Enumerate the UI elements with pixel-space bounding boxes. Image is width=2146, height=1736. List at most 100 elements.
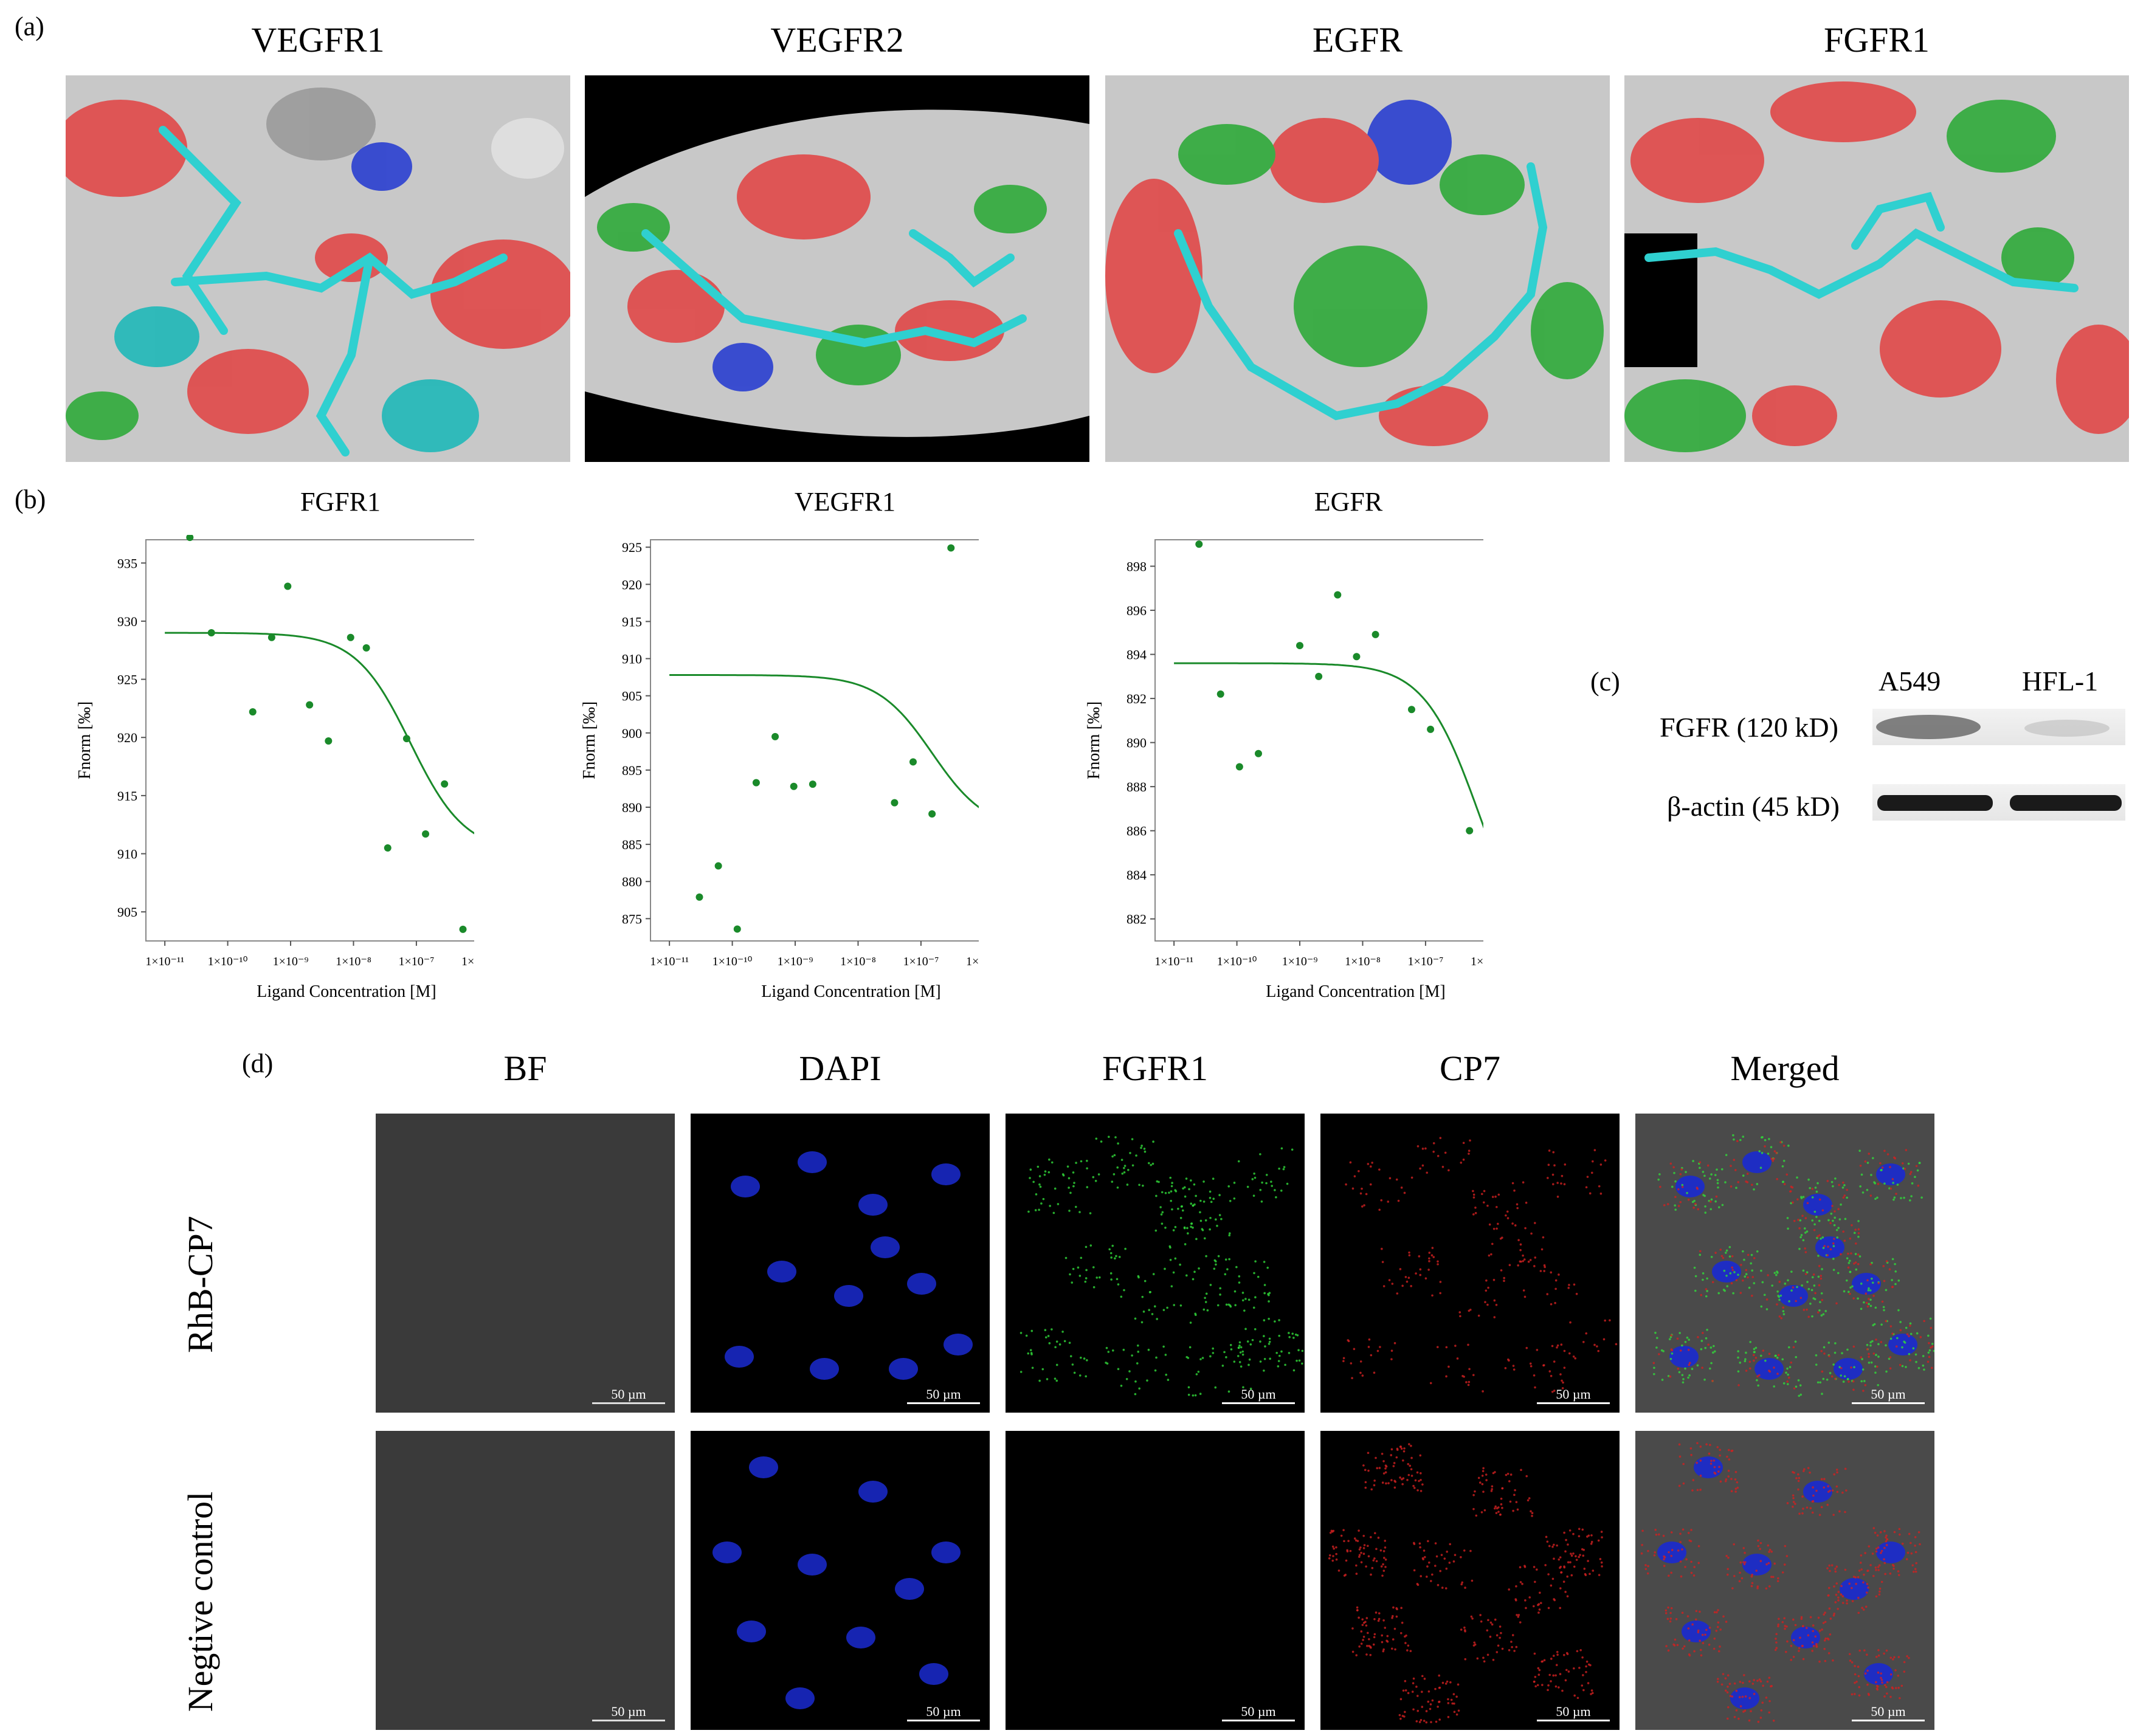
mst-chart-egfr: 882 884 886 888 890 892 894 896 898 1×10⁻¹¹ 1×10⁻¹…	[1085, 539, 1483, 1001]
y-tick-label: 885	[622, 837, 642, 852]
docking-image-fgfr1	[1624, 75, 2129, 462]
scale-bar-label: 50 µm	[926, 1386, 961, 1402]
data-point	[928, 810, 936, 818]
docking-image-egfr	[1105, 75, 1610, 462]
x-tick-label: 1×10⁻⁷	[1408, 955, 1444, 968]
y-tick-label: 905	[622, 689, 642, 704]
x-tick-label: 1×10⁻¹¹	[650, 955, 689, 968]
x-axis-label: Ligand Concentration [M]	[761, 982, 940, 1001]
docking-title-fgfr1: FGFR1	[1823, 20, 1930, 60]
scale-bar: 50 µm	[1537, 1386, 1610, 1405]
x-tick-label: 1×10⁻⁶	[1471, 955, 1483, 968]
docking-title-vegfr2: VEGFR2	[770, 20, 904, 60]
data-point	[207, 629, 215, 637]
micro-image-fgfr1-row1: 50 µm	[1006, 1114, 1305, 1413]
data-point	[891, 799, 899, 807]
data-point	[1353, 653, 1361, 661]
chart-title-vegfr1: VEGFR1	[794, 487, 896, 517]
scale-bar-line	[1222, 1402, 1295, 1404]
panel-label-a: (a)	[15, 12, 44, 41]
data-point	[249, 708, 257, 716]
scale-bar-line	[1852, 1402, 1925, 1404]
scale-bar-line	[907, 1720, 980, 1721]
y-tick-label: 925	[622, 540, 642, 555]
micro-col-merged: Merged	[1730, 1049, 1840, 1088]
y-tick-label: 935	[117, 556, 137, 571]
panel-label-b: (b)	[15, 484, 46, 514]
x-tick-label: 1×10⁻⁸	[1345, 955, 1381, 968]
micro-image-cp7-row2: 50 µm	[1320, 1431, 1620, 1730]
data-point	[306, 701, 314, 709]
panel-label-d: (d)	[242, 1049, 274, 1078]
docking-title-vegfr1: VEGFR1	[251, 20, 385, 60]
micro-image-bf-row2: 50 µm	[376, 1431, 675, 1730]
scale-bar-line	[907, 1402, 980, 1404]
mst-chart-vegfr1: 875 880 885 890 895 900 905 910 915 920 925 1×10⁻¹¹…	[580, 539, 979, 1001]
x-tick-label: 1×10⁻⁹	[778, 955, 813, 968]
y-tick-label: 890	[622, 800, 642, 815]
data-point	[384, 844, 392, 852]
data-point	[1216, 690, 1224, 698]
scale-bar: 50 µm	[907, 1386, 980, 1405]
scale-bar-line	[1537, 1720, 1610, 1721]
y-axis-label: Fnorm [‰]	[580, 701, 599, 779]
y-tick-label: 895	[622, 763, 642, 778]
y-axis-label: Fnorm [‰]	[1085, 701, 1103, 779]
data-point	[790, 782, 798, 790]
y-tick-label: 882	[1126, 912, 1147, 927]
scale-bar-label: 50 µm	[1871, 1386, 1906, 1402]
x-tick-label: 1×10⁻⁶	[461, 955, 474, 968]
data-point	[733, 925, 741, 933]
x-tick-label: 1×10⁻¹⁰	[208, 955, 248, 968]
x-tick-label: 1×10⁻⁸	[840, 955, 876, 968]
data-point	[422, 830, 430, 838]
scale-bar-label: 50 µm	[1556, 1386, 1591, 1402]
data-point	[402, 735, 410, 743]
micro-col-fgfr1: FGFR1	[1102, 1049, 1209, 1088]
data-point	[947, 544, 955, 552]
x-tick-label: 1×10⁻¹⁰	[1217, 955, 1257, 968]
micro-col-dapi: DAPI	[799, 1049, 882, 1088]
micro-image-cp7-row1: 50 µm	[1320, 1114, 1620, 1413]
wb-col-a549: A549	[1879, 666, 1941, 697]
data-point	[714, 862, 722, 870]
y-tick-label: 915	[622, 614, 642, 629]
y-tick-label: 925	[117, 672, 137, 687]
wb-col-hfl1: HFL-1	[2022, 666, 2099, 697]
y-tick-label: 890	[1126, 735, 1147, 751]
y-axis-label: Fnorm [‰]	[75, 701, 94, 779]
plot-area	[145, 539, 474, 942]
data-point	[1407, 706, 1415, 714]
data-point	[1315, 672, 1323, 680]
scale-bar-label: 50 µm	[611, 1704, 646, 1719]
data-point	[441, 780, 449, 788]
x-tick-label: 1×10⁻¹⁰	[712, 955, 753, 968]
data-point	[809, 780, 816, 788]
y-tick-label: 910	[622, 652, 642, 667]
western-blot-image	[1872, 709, 2125, 821]
plot-area	[650, 539, 979, 942]
y-tick-label: 920	[117, 730, 137, 745]
docking-image-vegfr1	[66, 75, 570, 462]
micro-image-merged-row2: 50 µm	[1635, 1431, 1934, 1730]
y-tick-label: 896	[1126, 603, 1147, 618]
fit-curve	[669, 674, 979, 808]
scale-bar-label: 50 µm	[1241, 1704, 1276, 1719]
scale-bar-line	[1537, 1402, 1610, 1404]
data-point	[362, 644, 370, 652]
y-tick-label: 880	[622, 874, 642, 889]
data-point	[325, 737, 333, 745]
x-tick-label: 1×10⁻⁶	[966, 955, 979, 968]
y-tick-label: 886	[1126, 824, 1147, 839]
data-point	[1334, 591, 1342, 599]
scale-bar: 50 µm	[592, 1386, 665, 1405]
scale-bar: 50 µm	[592, 1704, 665, 1723]
data-point	[695, 893, 703, 901]
micro-image-merged-row1: 50 µm	[1635, 1114, 1934, 1413]
scale-bar-line	[592, 1402, 665, 1404]
y-tick-label: 915	[117, 788, 137, 804]
y-tick-label: 905	[117, 904, 137, 920]
y-tick-label: 930	[117, 614, 137, 629]
scale-bar: 50 µm	[907, 1704, 980, 1723]
data-point	[909, 758, 917, 766]
